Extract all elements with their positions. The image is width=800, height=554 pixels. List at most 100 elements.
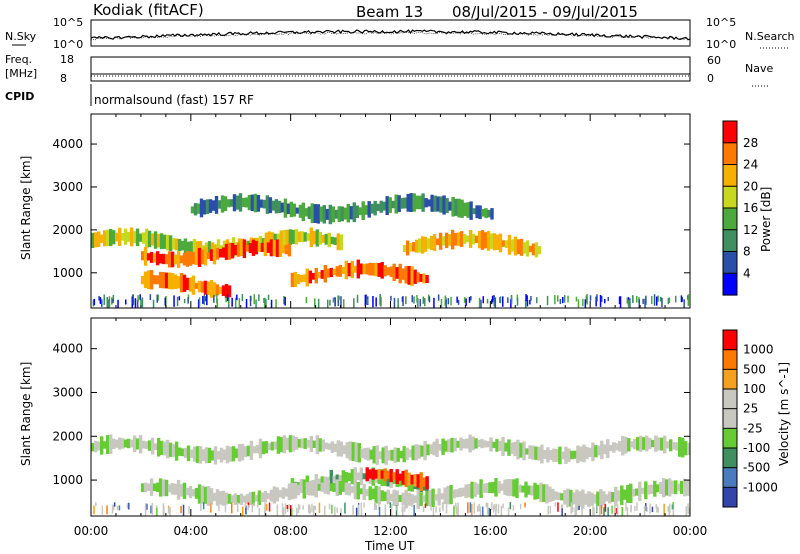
scatter-cell bbox=[398, 475, 402, 487]
clutter-cell bbox=[98, 295, 100, 301]
clutter-cell bbox=[628, 299, 630, 308]
colorbar-swatch bbox=[723, 330, 737, 351]
scatter-cell bbox=[173, 483, 178, 495]
clutter-cell bbox=[687, 503, 689, 514]
clutter-cell bbox=[403, 506, 406, 512]
scatter-cell bbox=[259, 199, 264, 208]
clutter-cell bbox=[463, 297, 466, 303]
clutter-cell bbox=[636, 295, 638, 303]
scatter-cell bbox=[296, 274, 301, 285]
scatter-cell bbox=[239, 242, 244, 256]
clutter-cell bbox=[557, 295, 559, 302]
scatter-cell bbox=[264, 441, 269, 454]
colorbar-tick-label: -500 bbox=[743, 461, 770, 475]
scatter-cell bbox=[141, 440, 146, 449]
clutter-cell bbox=[308, 504, 310, 513]
scatter-cell bbox=[356, 482, 360, 500]
scatter-cell bbox=[355, 205, 359, 218]
scatter-cell bbox=[176, 251, 181, 268]
scatter-cell bbox=[558, 446, 562, 465]
scatter-cell bbox=[177, 239, 182, 251]
clutter-cell bbox=[424, 298, 426, 307]
scatter-cell bbox=[424, 198, 428, 208]
clutter-cell bbox=[131, 296, 133, 308]
scatter-cell bbox=[379, 200, 383, 213]
freq-right-tick-bottom: 0 bbox=[707, 72, 714, 85]
clutter-cell bbox=[625, 502, 627, 511]
scatter-cell bbox=[303, 438, 307, 449]
scatter-cell bbox=[179, 483, 184, 497]
scatter-cell bbox=[341, 266, 345, 274]
scatter-cell bbox=[285, 229, 290, 245]
scatter-cell bbox=[516, 239, 521, 255]
scatter-cell bbox=[275, 239, 280, 258]
scatter-cell bbox=[684, 441, 688, 456]
scatter-cell bbox=[438, 444, 442, 451]
scatter-cell bbox=[91, 232, 95, 248]
clutter-cell bbox=[140, 299, 142, 306]
clutter-cell bbox=[188, 506, 190, 514]
clutter-cell bbox=[375, 504, 377, 510]
scatter-cell bbox=[639, 435, 643, 452]
scatter-cell bbox=[391, 200, 395, 209]
scatter-cell bbox=[591, 442, 595, 462]
clutter-cell bbox=[401, 506, 403, 512]
clutter-cell bbox=[169, 507, 171, 516]
scatter-cell bbox=[413, 495, 417, 503]
scatter-cell bbox=[303, 232, 307, 242]
clutter-cell bbox=[286, 504, 289, 509]
clutter-cell bbox=[249, 295, 252, 307]
noise-search-label: N.Search bbox=[745, 30, 795, 43]
clutter-cell bbox=[263, 298, 265, 304]
colorbar-tick-label: 4 bbox=[743, 266, 751, 280]
scatter-cell bbox=[317, 484, 321, 491]
scatter-cell bbox=[453, 438, 457, 452]
time-axis-label: Time UT bbox=[364, 539, 415, 553]
clutter-cell bbox=[288, 504, 290, 510]
scatter-cell bbox=[343, 207, 347, 220]
scatter-cell bbox=[195, 241, 200, 255]
scatter-cell bbox=[330, 236, 334, 245]
clutter-cell bbox=[265, 503, 268, 511]
clutter-cell bbox=[493, 295, 495, 307]
clutter-cell bbox=[305, 297, 308, 304]
scatter-cell bbox=[393, 447, 397, 463]
scatter-cell bbox=[455, 489, 459, 498]
clutter-cell bbox=[324, 505, 326, 515]
scatter-cell bbox=[138, 435, 143, 454]
clutter-cell bbox=[432, 507, 435, 516]
scatter-cell bbox=[153, 231, 158, 249]
scatter-cell bbox=[155, 251, 160, 266]
clutter-cell bbox=[649, 503, 651, 514]
clutter-cell bbox=[557, 502, 559, 512]
scatter-cell bbox=[401, 492, 405, 506]
scatter-cell bbox=[140, 483, 145, 492]
clutter-cell bbox=[378, 507, 381, 516]
clutter-cell bbox=[113, 504, 115, 510]
scatter-cell bbox=[528, 245, 533, 253]
scatter-cell bbox=[416, 474, 420, 488]
scatter-cell bbox=[263, 238, 268, 257]
scatter-cell bbox=[135, 228, 140, 247]
scatter-cell bbox=[123, 439, 128, 448]
scatter-cell bbox=[308, 270, 312, 284]
scatter-cell bbox=[398, 473, 402, 481]
colorbar-swatch bbox=[723, 273, 737, 296]
clutter-cell bbox=[247, 504, 249, 511]
scatter-cell bbox=[567, 448, 571, 462]
scatter-cell bbox=[633, 439, 637, 450]
scatter-cell bbox=[308, 480, 312, 496]
clutter-cell bbox=[337, 297, 340, 306]
scatter-cell bbox=[319, 206, 323, 222]
scatter-cell bbox=[488, 482, 492, 493]
scatter-cell bbox=[674, 480, 678, 495]
scatter-cell bbox=[173, 254, 178, 265]
clutter-cell bbox=[589, 295, 592, 301]
scatter-cell bbox=[608, 491, 612, 504]
scatter-cell bbox=[121, 438, 125, 449]
clutter-cell bbox=[108, 298, 110, 308]
scatter-cell bbox=[444, 232, 449, 249]
scatter-cell bbox=[224, 284, 229, 299]
clutter-cell bbox=[561, 504, 564, 509]
scatter-cell bbox=[278, 490, 283, 498]
